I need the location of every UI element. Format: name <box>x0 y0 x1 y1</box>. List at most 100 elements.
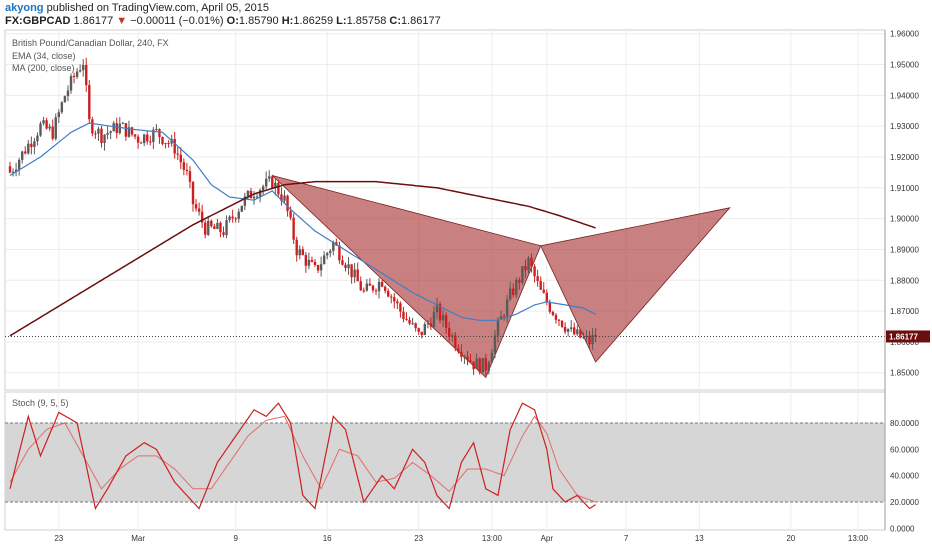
candle-body <box>423 324 426 335</box>
candle-body <box>591 334 594 345</box>
candle-body <box>167 143 170 145</box>
candle-body <box>100 128 103 144</box>
candle-body <box>478 358 481 373</box>
candle-body <box>240 205 243 212</box>
candle-body <box>124 123 128 137</box>
candle-body <box>338 245 341 261</box>
candle-body <box>588 335 591 345</box>
candle-body <box>393 297 396 302</box>
candle-body <box>280 194 283 201</box>
candle-body <box>127 127 131 137</box>
candle-body <box>286 195 289 212</box>
candle-body <box>188 171 192 182</box>
candle-body <box>594 334 597 337</box>
candle-body <box>207 220 210 235</box>
time-tick-label: 13:00 <box>848 534 869 543</box>
ohlc-line: FX:GBPCAD 1.86177 ▼ −0.00011 (−0.01%) O:… <box>5 15 441 27</box>
candle-body <box>94 133 97 135</box>
ema-legend: EMA (34, close) <box>12 51 76 61</box>
stoch-tick-label: 0.0000 <box>890 524 915 533</box>
candle-body <box>277 182 280 195</box>
price-tick-label: 1.95000 <box>890 61 919 70</box>
pattern-triangle-xab <box>272 175 542 379</box>
price-tick-label: 1.92000 <box>890 153 919 162</box>
close-label: C: <box>389 15 401 27</box>
candle-body <box>66 90 70 97</box>
candle-body <box>51 126 54 139</box>
candle-body <box>521 266 524 283</box>
candle-body <box>493 335 497 353</box>
candle-body <box>82 64 85 71</box>
time-tick-label: 13:00 <box>482 534 503 543</box>
candle-body <box>420 331 423 335</box>
author-name[interactable]: akyong <box>5 2 44 14</box>
candle-body <box>560 320 564 327</box>
candle-body <box>341 260 344 265</box>
candle-body <box>30 143 33 147</box>
candle-body <box>185 169 189 172</box>
candle-body <box>322 255 326 265</box>
candle-body <box>121 123 125 125</box>
candle-body <box>417 328 420 332</box>
time-tick-label: 16 <box>323 534 332 543</box>
candle-body <box>39 123 42 136</box>
candle-body <box>301 249 304 255</box>
candle-body <box>115 123 118 134</box>
candle-body <box>438 303 442 321</box>
candle-body <box>85 64 88 86</box>
candle-body <box>103 134 106 144</box>
candle-body <box>292 217 295 240</box>
last-price: 1.86177 <box>73 15 114 27</box>
candle-body <box>402 311 405 319</box>
candle-body <box>78 70 82 72</box>
time-tick-label: 9 <box>233 534 238 543</box>
candle-body <box>63 96 67 103</box>
candle-body <box>97 128 100 134</box>
candle-body <box>380 281 384 287</box>
candle-body <box>499 316 503 320</box>
time-tick-label: Mar <box>131 534 145 543</box>
candle-body <box>362 290 365 292</box>
candle-body <box>255 196 259 198</box>
price-tick-label: 1.88000 <box>890 276 919 285</box>
open-value: 1.85790 <box>238 15 279 27</box>
candle-body <box>222 232 225 236</box>
candle-body <box>271 176 274 189</box>
candle-body <box>307 259 311 266</box>
candle-body <box>298 249 301 256</box>
candle-body <box>570 327 573 329</box>
candle-body <box>161 137 164 144</box>
candle-body <box>164 143 167 145</box>
candle-body <box>554 315 558 320</box>
candle-body <box>405 318 408 320</box>
candle-body <box>542 289 545 293</box>
candle-body <box>585 335 588 337</box>
candle-body <box>515 279 518 296</box>
candle-body <box>152 129 155 142</box>
last-price-tag-label: 1.86177 <box>889 332 918 341</box>
candle-body <box>261 186 265 191</box>
symbol-label[interactable]: FX:GBPCAD <box>5 15 71 27</box>
candle-body <box>441 315 445 321</box>
candle-body <box>383 286 387 291</box>
candle-body <box>344 264 347 269</box>
candle-body <box>173 138 176 154</box>
candle-body <box>396 301 399 304</box>
candle-body <box>490 352 494 363</box>
candle-body <box>472 361 475 370</box>
candle-body <box>460 351 463 357</box>
price-change: −0.00011 (−0.01%) <box>130 15 224 27</box>
open-label: O: <box>226 15 239 27</box>
candle-body <box>426 323 430 325</box>
candle-body <box>387 290 390 297</box>
candle-body <box>457 348 460 352</box>
candle-body <box>454 335 457 349</box>
candle-body <box>579 329 582 338</box>
candle-body <box>573 327 576 335</box>
candle-body <box>353 269 356 278</box>
candle-body <box>444 315 448 328</box>
candle-body <box>265 178 268 187</box>
time-tick-label: 23 <box>54 534 63 543</box>
candle-body <box>539 281 542 290</box>
